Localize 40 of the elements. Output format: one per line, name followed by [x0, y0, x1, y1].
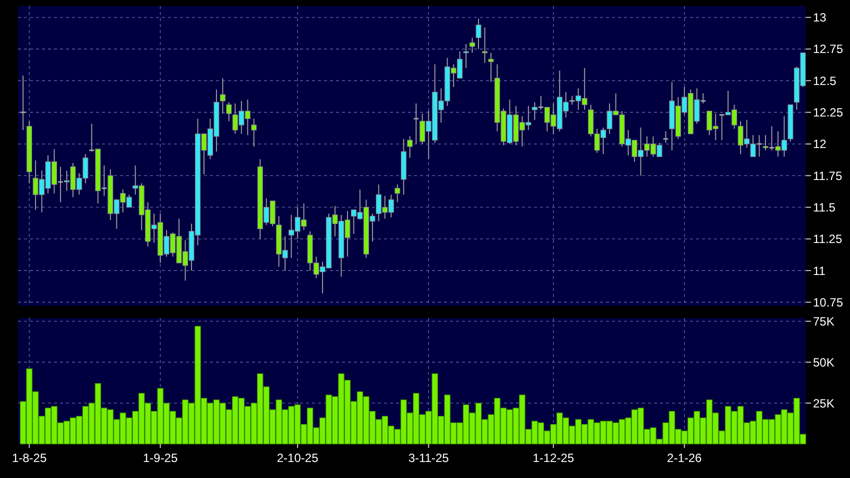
x-tick-label: 1-12-25: [532, 451, 574, 465]
candlestick: [20, 75, 26, 131]
y-tick-label: 11.25: [813, 232, 842, 246]
candlestick: [476, 18, 482, 50]
candlestick: [482, 27, 488, 64]
y-tick-label: 10.75: [813, 295, 844, 310]
candlestick: [768, 126, 775, 151]
candlestick: [251, 118, 257, 148]
x-tick-label: 1-8-25: [12, 451, 47, 465]
candlestick: [538, 95, 544, 110]
candlestick: [718, 114, 726, 141]
candlestick: [220, 78, 226, 114]
x-tick-label: 1-9-25: [142, 451, 178, 465]
candlestick: [756, 134, 762, 158]
candlestick: [662, 130, 669, 144]
candlestick: [100, 164, 108, 196]
candlestick: [88, 123, 95, 152]
y-tick-label: 13: [813, 10, 827, 25]
candlestick: [700, 92, 706, 104]
candlestick: [412, 102, 420, 144]
y-tick-label: 11: [813, 264, 826, 278]
y-tick-label: 12: [813, 137, 827, 152]
x-tick-label: 2-1-26: [667, 451, 702, 465]
y-tick-label: 12.75: [813, 42, 844, 56]
candlestick: [57, 166, 64, 203]
candlestick: [470, 37, 476, 54]
y-tick-label: 12.5: [813, 74, 837, 88]
candlestick: [407, 136, 413, 158]
x-tick-label: 2-10-25: [276, 451, 319, 465]
y-tick-label: 50K: [813, 355, 834, 370]
y-tick-label: 75K: [813, 314, 834, 328]
candlestick: [488, 52, 494, 82]
y-tick-label: 12.25: [813, 106, 844, 120]
x-tick-label: 3-11-25: [408, 451, 450, 465]
candlestick: [226, 102, 232, 122]
y-tick-label: 11.5: [813, 200, 836, 214]
candlestick: [394, 184, 400, 203]
y-tick-label: 11.75: [813, 168, 842, 183]
candlestick: [463, 43, 469, 69]
y-tick-label: 25K: [813, 396, 834, 410]
